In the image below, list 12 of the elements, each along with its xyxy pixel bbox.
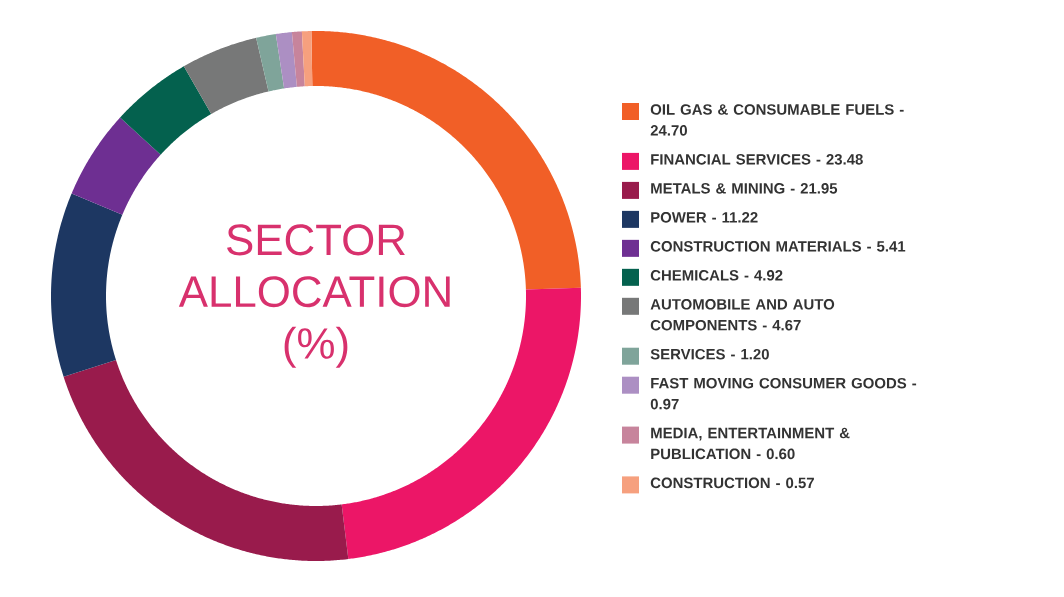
text: SECTOR ALLOCATION (%) [178, 224, 450, 368]
legend-label: CONSTRUCTION MATERIALS - 5.41 [650, 241, 906, 252]
legend-label: METALS & MINING - 21.95 [651, 183, 838, 194]
legend-label: AUTOMOBILE AND AUTO COMPONENTS - 4.67 [650, 299, 835, 331]
legend-label: FINANCIAL SERVICES - 23.48 [651, 154, 863, 165]
legend-label: MEDIA, ENTERTAINMENT & PUBLICATION - 0.60 [651, 427, 850, 460]
legend-label: SERVICES - 1.20 [650, 348, 769, 360]
legend-label: POWER - 11.22 [651, 212, 758, 223]
legend-label: FAST MOVING CONSUMER GOODS - 0.97 [650, 377, 917, 410]
legend-label: CONSTRUCTION - 0.57 [650, 477, 814, 489]
legend-label: OIL GAS & CONSUMABLE FUELS - 24.70 [650, 104, 904, 136]
legend-label: CHEMICALS - 4.92 [650, 270, 783, 281]
